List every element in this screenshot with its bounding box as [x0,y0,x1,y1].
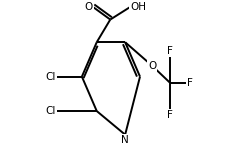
Text: O: O [147,61,156,71]
Text: F: F [166,110,172,120]
Text: OH: OH [130,2,146,12]
Text: O: O [84,2,92,12]
Text: N: N [121,135,128,145]
Text: F: F [166,46,172,56]
Text: Cl: Cl [46,72,56,82]
Text: Cl: Cl [46,106,56,116]
Text: F: F [186,78,192,88]
